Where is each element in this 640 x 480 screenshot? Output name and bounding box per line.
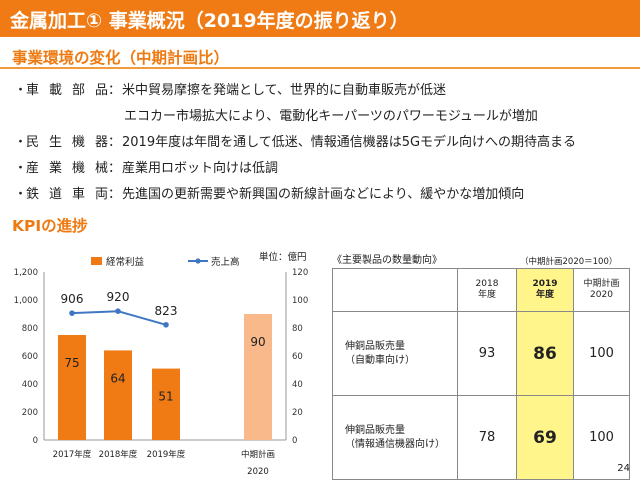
bullet-colon: ： — [108, 135, 122, 150]
bullet-colon — [108, 106, 122, 132]
bullet-colon: ： — [108, 161, 122, 176]
cell-2018: 93 — [457, 311, 517, 396]
header-text: 年度 — [477, 290, 496, 300]
bullet-text: エコカー市場拡大により、電動化キーパーツのパワーモジュールが増加 — [124, 109, 538, 124]
table-header-row: 2018 年度 2019 年度 中期計画 2020 — [332, 268, 630, 312]
bar-data-label: 75 — [64, 356, 79, 370]
page-title: 金属加工① 事業概況（2019年度の振り返り） — [10, 10, 409, 32]
page-number: 24 — [617, 463, 630, 474]
bullet-heading: 民生機器 — [26, 135, 108, 150]
legend-label-bar: 経常利益 — [106, 256, 145, 268]
bullet-text: 産業用ロボット向けは低調 — [122, 161, 279, 176]
kpi-chart: 0 200 400 600 800 1,000 1,200 0 20 40 60 80 100 120 経常… — [14, 251, 309, 477]
legend-label-line: 売上高 — [211, 256, 240, 268]
header-text: 年度 — [535, 290, 554, 300]
left-axis-tick-label: 1,000 — [14, 296, 38, 306]
bar-data-label: 90 — [250, 335, 265, 349]
right-axis-tick-label: 120 — [292, 268, 308, 278]
bar-経常利益 — [244, 314, 272, 440]
line-point — [115, 308, 121, 314]
bullet-heading: 産業機械 — [26, 161, 108, 176]
line-point — [69, 310, 75, 316]
title-bar: 金属加工① 事業概況（2019年度の振り返り） — [0, 0, 640, 37]
bullet-dot — [14, 106, 26, 132]
bullet-text: 2019年度は年間を通して低迷、情報通信機器は5Gモデル向けへの期待高まる — [122, 135, 577, 150]
bullet-dot: ・ — [14, 161, 28, 176]
header-text: 2018 — [475, 279, 499, 289]
bullet-text: 先進国の更新需要や新興国の新線計画などにより、緩やかな増加傾向 — [122, 187, 525, 202]
bullet-heading: 車載部品 — [26, 83, 108, 98]
table-header-blank — [332, 268, 458, 312]
line-point — [163, 321, 169, 328]
bullet-text: 米中貿易摩擦を発端として、世界的に自動車販売が低迷 — [122, 83, 446, 98]
table-row: 伸銅品販売量 （情報通信機器向け） 78 69 100 — [332, 395, 630, 480]
left-axis-tick-label: 800 — [22, 324, 38, 334]
bullet-dot: ・ — [14, 135, 28, 150]
line-data-label: 823 — [155, 304, 178, 318]
line-data-label: 906 — [61, 292, 84, 306]
section-heading-environment: 事業環境の変化（中期計画比） — [12, 49, 230, 67]
right-axis-tick-label: 20 — [292, 408, 303, 418]
bar-経常利益 — [152, 368, 180, 440]
bullet-heading: 鉄道車両 — [26, 187, 108, 202]
right-axis-tick-label: 60 — [292, 352, 303, 362]
header-text: 2020 — [590, 290, 613, 300]
right-axis-tick-label: 80 — [292, 324, 303, 334]
row-label: 伸銅品販売量 （情報通信機器向け） — [332, 395, 458, 480]
section-divider — [0, 67, 640, 69]
row-label: 伸銅品販売量 （自動車向け） — [332, 311, 458, 396]
quantity-table: 2018 年度 2019 年度 中期計画 2020 伸銅品販売量 （自動車向け） 93 … — [332, 268, 630, 480]
cell-plan: 100 — [573, 395, 630, 480]
bar-data-label: 64 — [110, 371, 125, 385]
cell-2019: 86 — [516, 311, 574, 396]
table-note: （中期計画2020＝100） — [520, 257, 618, 267]
bullet-item: ・ 鉄道車両 ： 先進国の更新需要や新興国の新線計画などにより、緩やかな増加傾向 — [14, 184, 634, 210]
legend-swatch-bar — [91, 257, 102, 265]
bar-経常利益 — [104, 350, 132, 440]
x-axis-category-sublabel: 2020 — [247, 467, 269, 477]
bullet-colon: ： — [108, 187, 122, 202]
left-axis-tick-label: 1,200 — [14, 268, 38, 278]
bar-経常利益 — [58, 335, 86, 440]
unit-label: 単位：億円 — [259, 251, 307, 263]
x-axis-category-label: 中期計画 — [241, 449, 275, 460]
row-label-line: （情報通信機器向け） — [345, 438, 445, 450]
bar-data-label: 51 — [158, 390, 173, 404]
bullet-dot: ・ — [14, 83, 28, 98]
header-text: 中期計画 — [583, 279, 620, 289]
bullet-item: ・ 民生機器 ： 2019年度は年間を通して低迷、情報通信機器は5Gモデル向けへ… — [14, 132, 634, 158]
row-label-line: 伸銅品販売量 — [345, 424, 405, 436]
cell-2019: 69 — [516, 395, 574, 480]
row-label-line: （自動車向け） — [345, 354, 415, 366]
legend-swatch-marker — [195, 258, 201, 264]
table-header-plan: 中期計画 2020 — [573, 268, 630, 312]
right-axis-tick-label: 0 — [292, 436, 297, 446]
left-axis-tick-label: 400 — [22, 380, 38, 390]
row-label-line: 伸銅品販売量 — [345, 340, 405, 352]
left-axis-tick-label: 200 — [22, 408, 38, 418]
x-axis-category-label: 2017年度 — [53, 449, 92, 460]
x-axis-category-label: 2019年度 — [147, 449, 186, 460]
right-axis-tick-label: 40 — [292, 380, 303, 390]
table-header-2018: 2018 年度 — [457, 268, 517, 312]
table-title: 《主要製品の数量動向》 — [332, 255, 442, 266]
table-row: 伸銅品販売量 （自動車向け） 93 86 100 — [332, 311, 630, 396]
bullet-item: ・ 産業機械 ： 産業用ロボット向けは低調 — [14, 158, 634, 184]
bullet-dot: ・ — [14, 187, 28, 202]
section-heading-kpi: KPIの進捗 — [12, 217, 88, 235]
left-axis-tick-label: 600 — [22, 352, 38, 362]
line-data-label: 920 — [107, 290, 130, 304]
table-header-2019: 2019 年度 — [516, 268, 574, 312]
left-axis-tick-label: 0 — [33, 436, 38, 446]
bullet-item: エコカー市場拡大により、電動化キーパーツのパワーモジュールが増加 — [14, 106, 634, 132]
x-axis-category-label: 2018年度 — [99, 449, 138, 460]
cell-plan: 100 — [573, 311, 630, 396]
bullet-item: ・ 車載部品 ： 米中貿易摩擦を発端として、世界的に自動車販売が低迷 — [14, 80, 634, 106]
bullet-list: ・ 車載部品 ： 米中貿易摩擦を発端として、世界的に自動車販売が低迷 エコカー市… — [14, 80, 634, 210]
cell-2018: 78 — [457, 395, 517, 480]
header-text: 2019 — [532, 279, 558, 289]
right-axis-tick-label: 100 — [292, 296, 308, 306]
bullet-colon: ： — [108, 83, 122, 98]
bullet-heading — [26, 106, 108, 132]
